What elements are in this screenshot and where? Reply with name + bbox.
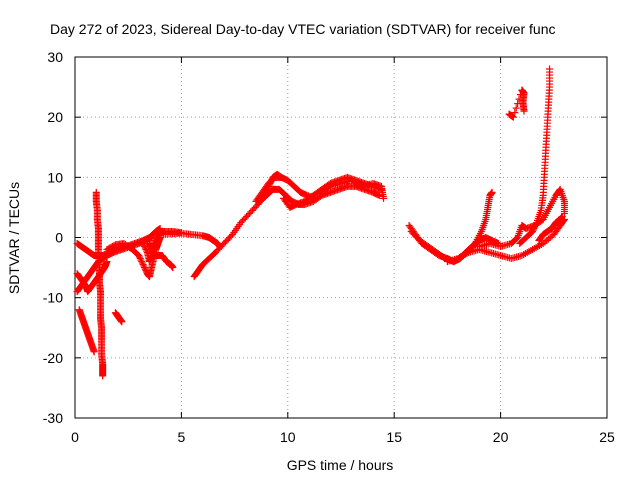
series-track-i [156,229,224,251]
series-track-s [475,185,568,251]
data-point [103,258,111,266]
data-point [512,104,520,112]
data-point [511,109,519,117]
y-tick-label: -20 [43,350,63,366]
series-track-k [190,170,285,281]
y-tick-labels: -30 -20 -10 0 10 20 30 [43,49,63,426]
data-point [118,318,126,326]
data-point [520,107,528,115]
y-tick-label: 10 [47,169,63,185]
y-tick-label: -30 [43,410,63,426]
y-tick-label: 0 [55,230,63,246]
data-point [153,234,161,241]
series-track-t [516,65,554,248]
x-tick-label: 0 [71,429,79,445]
data-point [140,241,148,249]
data-points [73,65,568,380]
data-point [150,238,158,246]
data-point [375,191,383,199]
x-tick-label: 5 [178,429,186,445]
data-point [529,227,537,235]
data-point [546,65,554,73]
x-tick-label: 10 [280,429,296,445]
data-point [136,255,144,263]
data-point [530,224,538,232]
data-point [139,240,147,248]
data-point [99,372,107,380]
data-point [380,194,388,202]
data-point [90,348,98,356]
axes [74,56,608,419]
series-track-o [316,176,388,202]
data-point [138,258,146,266]
data-point [141,265,149,273]
series-track-d [75,306,98,356]
x-axis-label: GPS time / hours [287,457,394,473]
data-point [141,264,149,272]
data-point [558,212,566,220]
y-tick-label: 20 [47,109,63,125]
data-point [151,237,159,245]
x-tick-label: 20 [493,429,509,445]
x-tick-label: 25 [599,429,615,445]
data-point [509,113,517,121]
data-point [227,232,235,240]
series-track-e [92,188,107,380]
y-axis-label: SDTVAR / TECUs [6,182,22,294]
series-track-v [535,212,566,245]
data-point [139,261,147,269]
data-point [137,256,145,264]
series-track-j [145,240,177,272]
data-point [141,243,149,251]
series-track-f [111,309,126,326]
series-track-r [443,215,568,266]
data-point [532,220,540,228]
data-point [138,259,146,267]
data-point [529,226,537,234]
data-point [136,253,144,261]
data-point [135,252,143,260]
data-point [152,235,160,243]
data-point [169,264,177,272]
series-track-u [505,86,528,121]
data-point [140,262,148,270]
chart-title: Day 272 of 2023, Sidereal Day-to-day VTE… [50,21,556,37]
x-tick-labels: 0 5 10 15 20 25 [71,429,615,445]
y-tick-label: 30 [47,49,63,65]
data-point [531,221,539,229]
y-tick-label: -10 [43,290,63,306]
x-tick-label: 15 [386,429,402,445]
data-point [531,223,539,231]
data-point [488,188,496,196]
